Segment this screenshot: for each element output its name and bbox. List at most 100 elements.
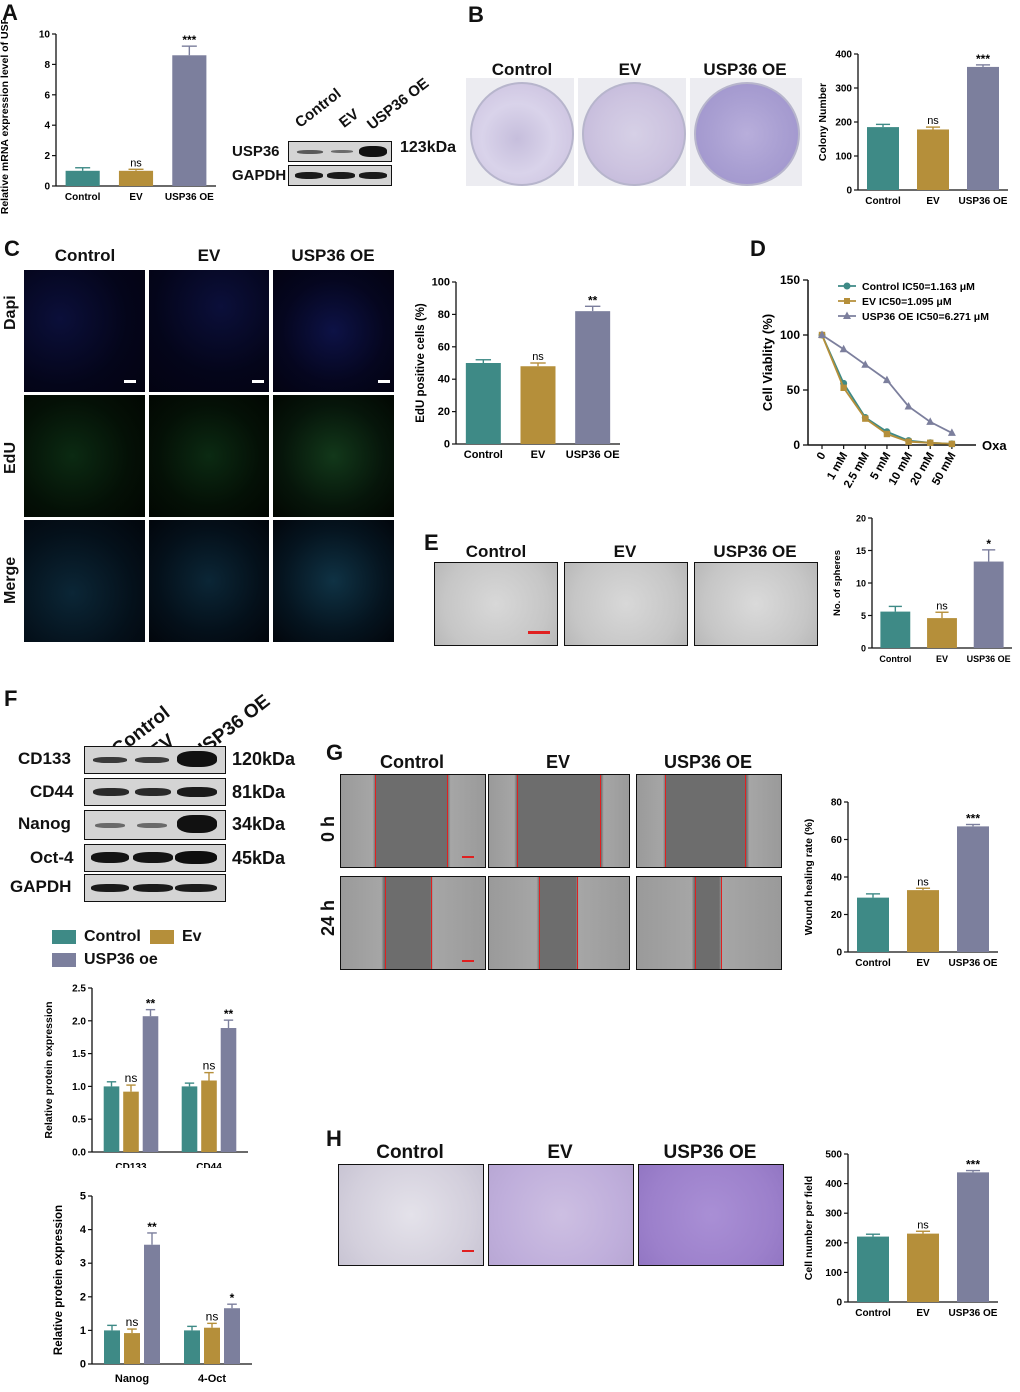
legend-swatch-control bbox=[52, 930, 76, 944]
bar-cd133-control bbox=[103, 1086, 120, 1152]
x-tick-label: Control bbox=[464, 449, 503, 461]
panel-label-b: B bbox=[468, 2, 484, 27]
y-tick-label: 1.0 bbox=[72, 1082, 86, 1093]
bar-cd133-ev bbox=[123, 1091, 139, 1152]
y-tick-label: 3 bbox=[80, 1258, 86, 1270]
colony-dish-control bbox=[470, 82, 574, 186]
g-row-label: 24 h bbox=[318, 899, 338, 936]
blot-band bbox=[297, 150, 323, 154]
wound-image-ev-24h bbox=[488, 876, 630, 970]
blot-band bbox=[93, 757, 127, 763]
h-header: EV bbox=[547, 1142, 573, 1163]
significance-label: ns bbox=[927, 115, 939, 127]
b-dish-frame bbox=[690, 78, 802, 186]
blot-a-lane: USP36 OE bbox=[364, 74, 433, 134]
x-tick-label: 0 bbox=[815, 451, 829, 463]
legend-label: USP36 OE IC50=6.271 μM bbox=[862, 311, 989, 323]
sphere-image-ev bbox=[564, 562, 688, 646]
wound-edge-line bbox=[539, 877, 540, 969]
chart-b: 0 100 200 300 400 Colony Number Control ns EV ***… bbox=[817, 50, 1008, 207]
bar-cd44-control bbox=[181, 1086, 198, 1152]
chart-f1: 0.0 0.5 1.0 1.5 2.0 2.5 Relative protein expre… bbox=[43, 984, 248, 1168]
c-header: USP36 OE bbox=[291, 246, 375, 265]
wound-edge-line bbox=[745, 775, 746, 867]
blot-a-lane: Control bbox=[292, 85, 345, 132]
h-header: Control bbox=[376, 1142, 444, 1163]
blot-a-kda: 123kDa bbox=[400, 139, 457, 156]
blot-f-kda: 45kDa bbox=[232, 848, 286, 868]
y-tick-label: 4 bbox=[44, 121, 50, 132]
bar-usp36-oe bbox=[957, 826, 989, 952]
bar-usp36-oe bbox=[957, 1172, 989, 1302]
y-tick-label: 0 bbox=[80, 1359, 86, 1371]
bar-4-oct-usp36-oe bbox=[224, 1308, 240, 1364]
bar-usp36-oe bbox=[575, 311, 611, 444]
bar-ev bbox=[927, 618, 957, 648]
transwell-image-control bbox=[338, 1164, 484, 1266]
scale-bar bbox=[462, 1250, 474, 1252]
b-header: EV bbox=[618, 60, 642, 79]
blot-a-row-label: USP36 bbox=[232, 143, 280, 160]
wound-image-usp36-oe-24h bbox=[636, 876, 782, 970]
blot-a-gapdh-strip bbox=[288, 165, 392, 186]
y-axis-label: Relative protein expression bbox=[43, 1001, 55, 1138]
bar-control bbox=[857, 1236, 889, 1302]
blot-band bbox=[91, 884, 129, 892]
y-tick-label: 200 bbox=[835, 118, 852, 129]
g-row-label: 0 h bbox=[318, 815, 338, 842]
chart-f2: 0 1 2 3 4 5 Relative protein expression ns ** Nan… bbox=[53, 1191, 252, 1385]
bar-cd44-ev bbox=[201, 1080, 217, 1152]
bar-control bbox=[857, 897, 889, 952]
scale-bar bbox=[378, 380, 390, 383]
y-tick-label: 60 bbox=[438, 341, 450, 353]
scale-bar bbox=[252, 380, 264, 383]
scale-bar bbox=[462, 856, 474, 858]
y-tick-label: 20 bbox=[831, 910, 843, 921]
legend-label: Ev bbox=[182, 928, 202, 945]
significance-label: *** bbox=[976, 52, 990, 66]
e-header: EV bbox=[613, 542, 637, 561]
significance-label: *** bbox=[966, 1158, 980, 1172]
e-header: Control bbox=[465, 542, 527, 561]
data-point bbox=[948, 440, 956, 448]
y-tick-label: 400 bbox=[825, 1179, 842, 1190]
wound-edge-line bbox=[375, 775, 376, 867]
y-tick-label: 0 bbox=[846, 186, 852, 197]
edu-image-usp36-oe bbox=[273, 395, 394, 517]
panel-label-h: H bbox=[326, 1126, 342, 1151]
x-tick-label: 4-Oct bbox=[198, 1373, 226, 1385]
y-tick-label: 15 bbox=[856, 546, 866, 556]
blot-band bbox=[177, 751, 217, 767]
y-tick-label: 10 bbox=[39, 30, 51, 41]
significance-label: ns bbox=[125, 1071, 138, 1085]
significance-label: ** bbox=[588, 293, 598, 307]
panel-label-c: C bbox=[4, 236, 20, 261]
significance-label: * bbox=[230, 1291, 235, 1305]
bar-4-oct-control bbox=[184, 1330, 200, 1364]
g-header: EV bbox=[545, 752, 570, 772]
x-tick-label: EV bbox=[916, 1308, 930, 1319]
significance-label: *** bbox=[966, 812, 980, 826]
bar-nanog-ev bbox=[124, 1333, 140, 1364]
y-axis-label: EdU positive cells (%) bbox=[415, 303, 427, 423]
h-header: USP36 OE bbox=[663, 1142, 757, 1163]
significance-label: * bbox=[986, 537, 991, 551]
x-axis-label: Oxa bbox=[982, 438, 1007, 453]
dapi-image-control bbox=[24, 270, 145, 392]
blot-band bbox=[359, 146, 387, 157]
y-tick-label: 300 bbox=[825, 1209, 842, 1220]
significance-label: ** bbox=[146, 997, 156, 1011]
significance-label: ns bbox=[126, 1315, 139, 1329]
legend-marker bbox=[843, 282, 851, 290]
data-point bbox=[904, 402, 913, 410]
chart-h: 0 100 200 300 400 500 Cell number per field Con… bbox=[803, 1150, 998, 1319]
bar-ev bbox=[520, 366, 556, 444]
chart-g: 0 20 40 60 80 Wound healing rate (%) Control ns… bbox=[803, 798, 998, 969]
legend-swatch-ev bbox=[150, 930, 174, 944]
c-header: EV bbox=[197, 246, 221, 265]
y-tick-label: 0 bbox=[44, 182, 50, 193]
y-tick-label: 20 bbox=[438, 406, 450, 418]
panel-label-a: A bbox=[2, 0, 18, 25]
significance-label: ns bbox=[917, 876, 929, 888]
